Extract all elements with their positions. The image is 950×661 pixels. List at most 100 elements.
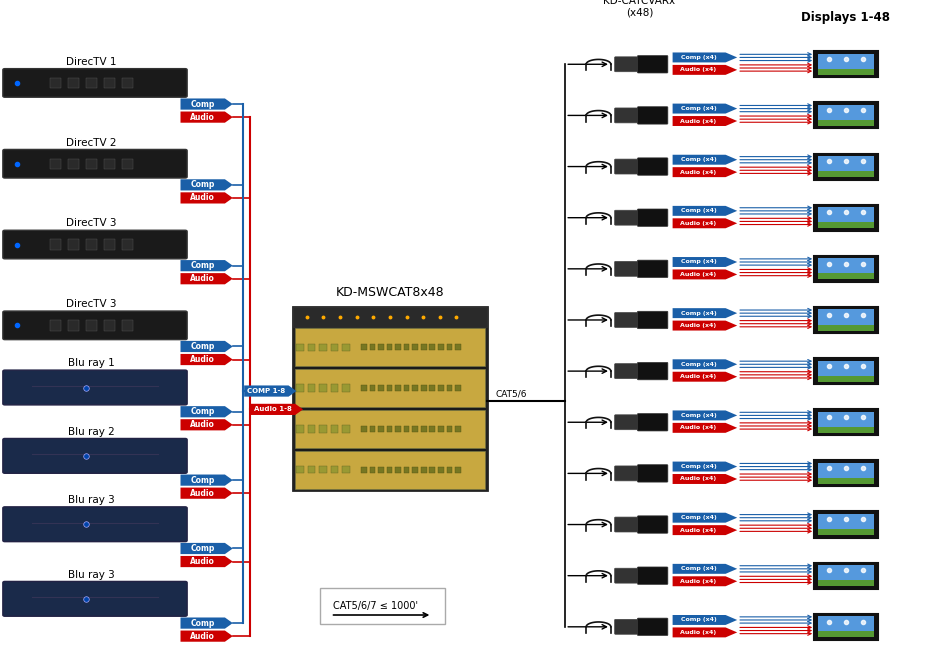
FancyBboxPatch shape: [818, 463, 874, 484]
FancyBboxPatch shape: [814, 256, 878, 282]
Text: DirecTV 3: DirecTV 3: [66, 218, 117, 229]
FancyBboxPatch shape: [615, 159, 637, 174]
FancyBboxPatch shape: [818, 325, 874, 330]
FancyBboxPatch shape: [446, 467, 452, 473]
Text: Audio (x4): Audio (x4): [680, 323, 716, 328]
Text: Audio: Audio: [190, 557, 215, 566]
FancyBboxPatch shape: [818, 54, 874, 75]
Polygon shape: [673, 155, 737, 165]
Text: Audio (x4): Audio (x4): [680, 67, 716, 72]
FancyBboxPatch shape: [3, 507, 187, 541]
FancyBboxPatch shape: [3, 370, 187, 405]
Text: Comp: Comp: [190, 180, 215, 189]
Text: KD-MSWCAT8x48: KD-MSWCAT8x48: [335, 286, 445, 299]
FancyBboxPatch shape: [637, 567, 668, 584]
FancyBboxPatch shape: [455, 426, 461, 432]
FancyBboxPatch shape: [615, 313, 637, 327]
FancyBboxPatch shape: [294, 451, 485, 489]
FancyBboxPatch shape: [331, 344, 338, 351]
FancyBboxPatch shape: [308, 466, 315, 473]
Polygon shape: [673, 116, 737, 126]
FancyBboxPatch shape: [615, 517, 637, 532]
Text: Blu ray 2: Blu ray 2: [68, 426, 115, 437]
FancyBboxPatch shape: [86, 239, 97, 250]
FancyBboxPatch shape: [387, 467, 392, 473]
Polygon shape: [244, 385, 296, 397]
FancyBboxPatch shape: [86, 320, 97, 330]
FancyBboxPatch shape: [421, 385, 427, 391]
FancyBboxPatch shape: [331, 425, 338, 432]
Text: Comp (x4): Comp (x4): [680, 515, 716, 520]
Polygon shape: [180, 631, 233, 642]
Text: DirecTV 3: DirecTV 3: [66, 299, 117, 309]
FancyBboxPatch shape: [308, 425, 315, 432]
FancyBboxPatch shape: [3, 311, 187, 340]
FancyBboxPatch shape: [814, 51, 878, 77]
FancyBboxPatch shape: [3, 230, 187, 259]
Polygon shape: [673, 206, 737, 216]
Polygon shape: [180, 179, 233, 190]
FancyBboxPatch shape: [637, 106, 668, 124]
Polygon shape: [673, 270, 737, 280]
FancyBboxPatch shape: [412, 385, 418, 391]
FancyBboxPatch shape: [818, 375, 874, 381]
Text: Comp (x4): Comp (x4): [680, 208, 716, 214]
FancyBboxPatch shape: [818, 120, 874, 126]
Polygon shape: [673, 423, 737, 433]
Text: Audio (x4): Audio (x4): [680, 118, 716, 124]
FancyBboxPatch shape: [319, 466, 327, 473]
FancyBboxPatch shape: [387, 385, 392, 391]
FancyBboxPatch shape: [818, 360, 874, 381]
FancyBboxPatch shape: [814, 153, 878, 180]
FancyBboxPatch shape: [296, 425, 304, 432]
FancyBboxPatch shape: [331, 384, 338, 392]
FancyBboxPatch shape: [404, 344, 409, 350]
FancyBboxPatch shape: [370, 467, 375, 473]
FancyBboxPatch shape: [319, 344, 327, 351]
FancyBboxPatch shape: [293, 307, 487, 327]
FancyBboxPatch shape: [412, 344, 418, 350]
FancyBboxPatch shape: [122, 239, 133, 250]
FancyBboxPatch shape: [395, 426, 401, 432]
FancyBboxPatch shape: [293, 307, 487, 490]
Text: Blu ray 3: Blu ray 3: [68, 495, 115, 505]
Text: KD-CATCVARx
(x48): KD-CATCVARx (x48): [603, 0, 675, 18]
Text: Audio: Audio: [190, 194, 215, 202]
FancyBboxPatch shape: [814, 614, 878, 640]
Text: Blu ray 1: Blu ray 1: [68, 358, 115, 368]
Text: Audio: Audio: [190, 355, 215, 364]
FancyBboxPatch shape: [294, 369, 485, 407]
Polygon shape: [673, 576, 737, 586]
FancyBboxPatch shape: [421, 426, 427, 432]
Text: Audio (x4): Audio (x4): [680, 425, 716, 430]
FancyBboxPatch shape: [378, 426, 384, 432]
FancyBboxPatch shape: [378, 344, 384, 350]
FancyBboxPatch shape: [818, 309, 874, 330]
Polygon shape: [673, 308, 737, 318]
FancyBboxPatch shape: [86, 78, 97, 88]
FancyBboxPatch shape: [818, 69, 874, 75]
FancyBboxPatch shape: [429, 467, 435, 473]
FancyBboxPatch shape: [814, 307, 878, 333]
FancyBboxPatch shape: [637, 414, 668, 431]
FancyBboxPatch shape: [104, 320, 115, 330]
Text: Comp: Comp: [190, 100, 215, 108]
FancyBboxPatch shape: [412, 467, 418, 473]
FancyBboxPatch shape: [387, 426, 392, 432]
FancyBboxPatch shape: [637, 362, 668, 380]
FancyBboxPatch shape: [429, 385, 435, 391]
FancyBboxPatch shape: [421, 467, 427, 473]
FancyBboxPatch shape: [429, 426, 435, 432]
Text: Comp (x4): Comp (x4): [680, 311, 716, 316]
Polygon shape: [673, 525, 737, 535]
FancyBboxPatch shape: [818, 412, 874, 433]
Text: Comp: Comp: [190, 544, 215, 553]
Text: Audio (x4): Audio (x4): [680, 170, 716, 175]
FancyBboxPatch shape: [308, 344, 315, 351]
Polygon shape: [673, 474, 737, 484]
Polygon shape: [673, 218, 737, 228]
Polygon shape: [673, 65, 737, 75]
FancyBboxPatch shape: [615, 364, 637, 379]
FancyBboxPatch shape: [68, 239, 79, 250]
Text: Displays 1-48: Displays 1-48: [801, 11, 890, 24]
